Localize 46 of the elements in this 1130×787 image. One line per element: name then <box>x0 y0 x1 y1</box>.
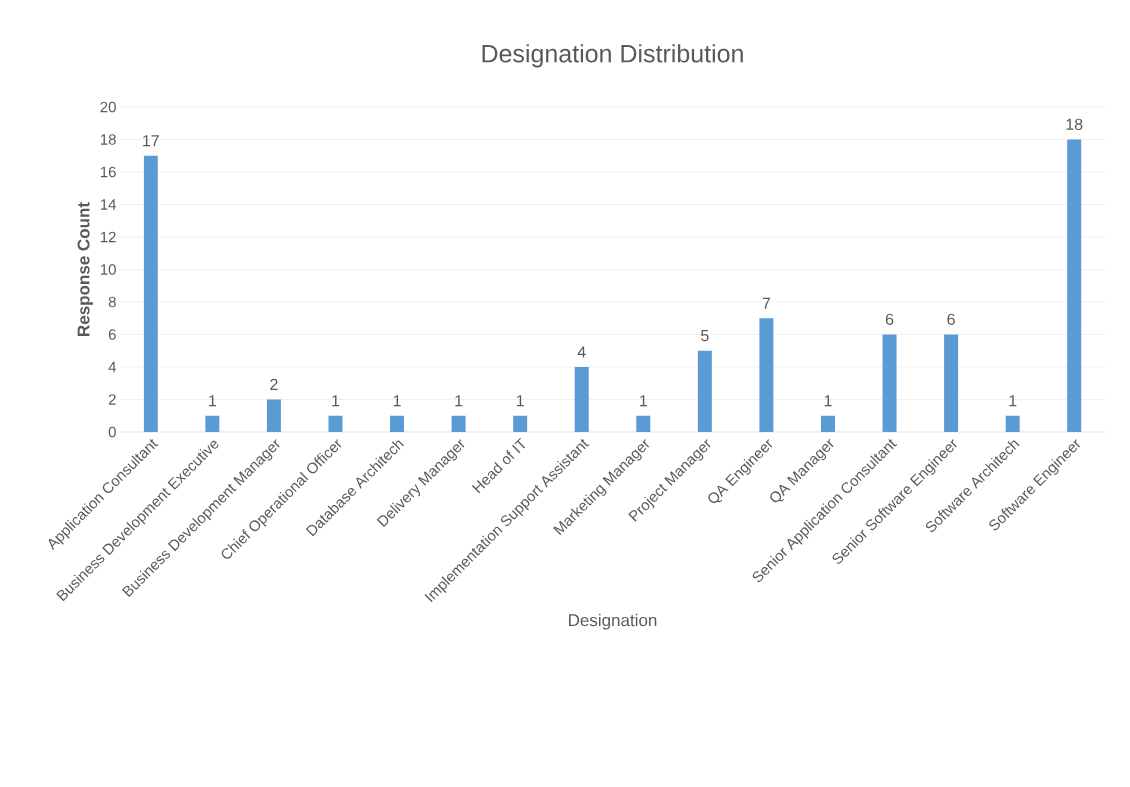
data-label: 6 <box>947 313 955 325</box>
y-tick-label: 10 <box>100 264 116 275</box>
data-label: 17 <box>143 135 159 147</box>
data-label: 4 <box>577 346 586 358</box>
bar <box>1005 415 1020 432</box>
bar <box>143 155 158 432</box>
y-axis-title: Response Count <box>77 202 93 336</box>
bar <box>390 415 405 432</box>
y-tick-label: 12 <box>100 231 116 243</box>
bar <box>636 415 651 432</box>
data-label: 1 <box>516 395 524 407</box>
y-tick-label: 14 <box>100 199 117 210</box>
y-tick-label: 2 <box>108 394 116 405</box>
data-label: 2 <box>270 378 278 390</box>
data-label: 1 <box>393 395 401 407</box>
y-tick-label: 0 <box>108 426 116 438</box>
y-tick-label: 18 <box>100 134 116 145</box>
data-label: 5 <box>701 330 709 342</box>
bar <box>328 415 343 432</box>
bar <box>513 415 528 432</box>
data-label: 6 <box>885 313 894 325</box>
bar <box>574 366 589 432</box>
y-tick-label: 8 <box>108 296 116 308</box>
bar <box>820 415 835 432</box>
bar <box>451 415 466 432</box>
y-tick-label: 16 <box>100 166 116 178</box>
data-label: 1 <box>1009 395 1017 407</box>
bar <box>266 399 281 432</box>
y-tick-label: 20 <box>100 101 116 113</box>
bar <box>759 318 774 432</box>
y-tick-label: 4 <box>108 361 117 373</box>
data-label: 18 <box>1066 118 1083 130</box>
chart-title: Designation Distribution <box>482 44 743 68</box>
bar <box>1067 139 1082 432</box>
data-label: 1 <box>824 395 832 407</box>
bar <box>697 350 712 432</box>
bar <box>882 334 897 432</box>
bar <box>205 415 220 432</box>
y-tick-label: 6 <box>108 329 116 340</box>
data-label: 1 <box>332 395 340 407</box>
data-label: 1 <box>455 395 463 407</box>
x-axis-title: Designation <box>569 613 657 630</box>
data-label: 1 <box>640 395 647 407</box>
data-label: 7 <box>762 297 771 309</box>
bar <box>944 334 959 432</box>
data-label: 1 <box>209 395 217 407</box>
